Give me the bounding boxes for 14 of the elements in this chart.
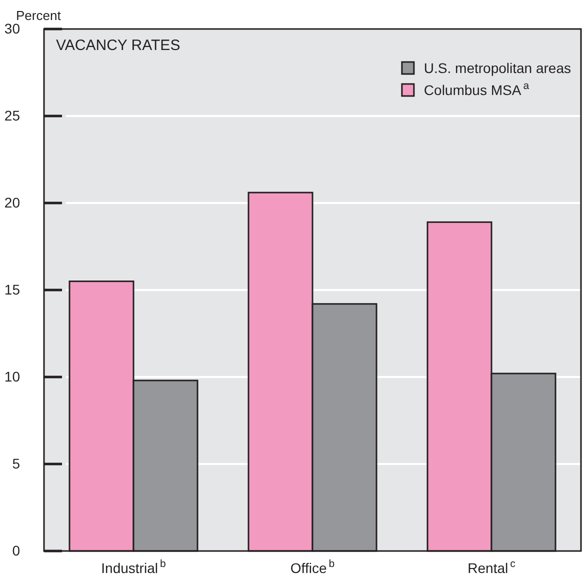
y-tick-label: 10 (4, 368, 20, 384)
x-tick-label: Industrial$^{b}$ (101, 558, 166, 576)
y-tick-label: 20 (4, 194, 20, 210)
legend-label: Columbus MSA$^{a}$ (424, 80, 530, 98)
y-tick-label: 30 (4, 20, 20, 36)
x-tick-label: Rental$^{c}$ (468, 558, 516, 576)
y-tick-label: 15 (4, 281, 20, 298)
y-tick-label: 5 (12, 455, 20, 472)
text: VACANCY RATES (56, 37, 180, 54)
y-tick-label: 0 (12, 542, 20, 558)
y-axis-title: Percent (16, 8, 62, 23)
y-tick-label: 25 (4, 107, 20, 124)
x-tick-label: Office$^{b}$ (290, 558, 335, 576)
legend-label: U.S. metropolitan areas (424, 60, 571, 76)
